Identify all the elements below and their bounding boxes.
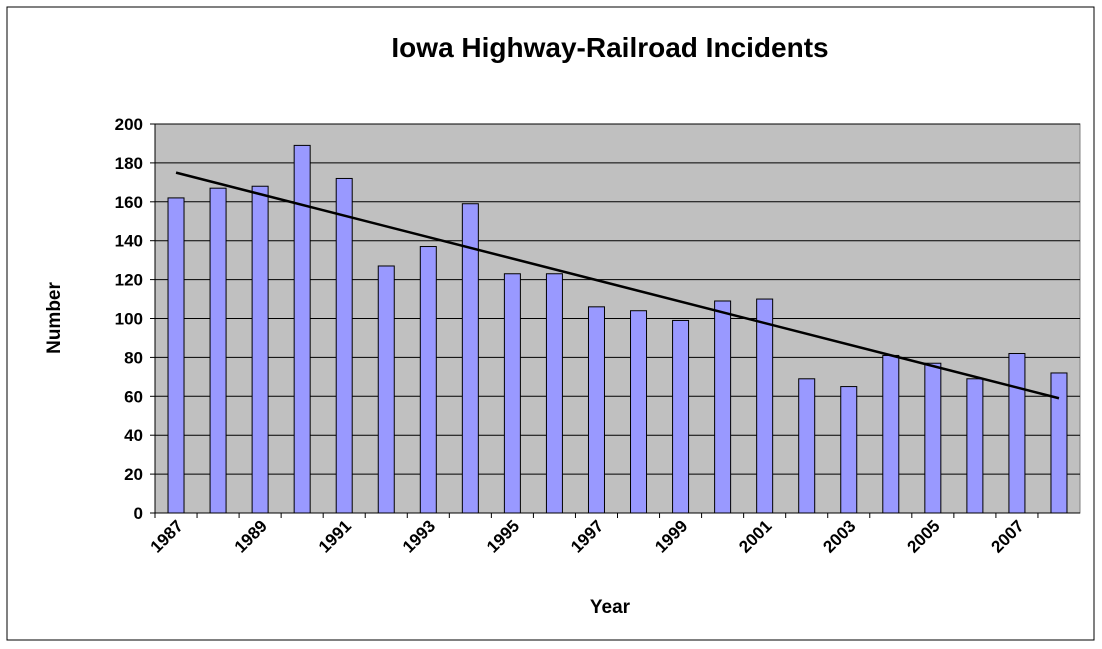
bar — [419, 246, 437, 514]
y-tick-label: 40 — [124, 426, 143, 445]
x-axis-label: Year — [590, 597, 631, 618]
y-axis-label: Number — [44, 282, 65, 354]
y-tick-label: 20 — [124, 465, 143, 484]
y-tick-label: 0 — [134, 504, 143, 523]
bar — [377, 265, 395, 514]
bar — [293, 144, 311, 514]
bar — [251, 185, 269, 514]
bar — [1008, 353, 1026, 514]
bar — [924, 362, 942, 514]
bar — [167, 197, 185, 514]
bar — [798, 378, 816, 514]
bar — [882, 354, 900, 514]
bar — [714, 300, 732, 514]
bar — [335, 177, 353, 514]
y-tick-label: 60 — [124, 387, 143, 406]
bar — [545, 273, 563, 514]
bar — [461, 203, 479, 514]
bar — [1050, 372, 1068, 514]
y-tick-label: 80 — [124, 348, 143, 367]
y-tick-label: 140 — [115, 232, 143, 251]
bar — [756, 298, 774, 514]
trendline — [175, 171, 1060, 400]
bar — [503, 273, 521, 514]
chart-title: Iowa Highway-Railroad Incidents — [391, 32, 828, 63]
y-tick-label: 200 — [115, 115, 143, 134]
y-tick-label: 180 — [115, 154, 143, 173]
bar — [840, 386, 858, 514]
bar — [672, 319, 690, 514]
y-tick-label: 120 — [115, 271, 143, 290]
bar — [209, 187, 227, 514]
y-tick-label: 100 — [115, 310, 143, 329]
bar — [630, 310, 648, 514]
bar — [587, 306, 605, 514]
y-tick-label: 160 — [115, 193, 143, 212]
bar — [966, 378, 984, 514]
